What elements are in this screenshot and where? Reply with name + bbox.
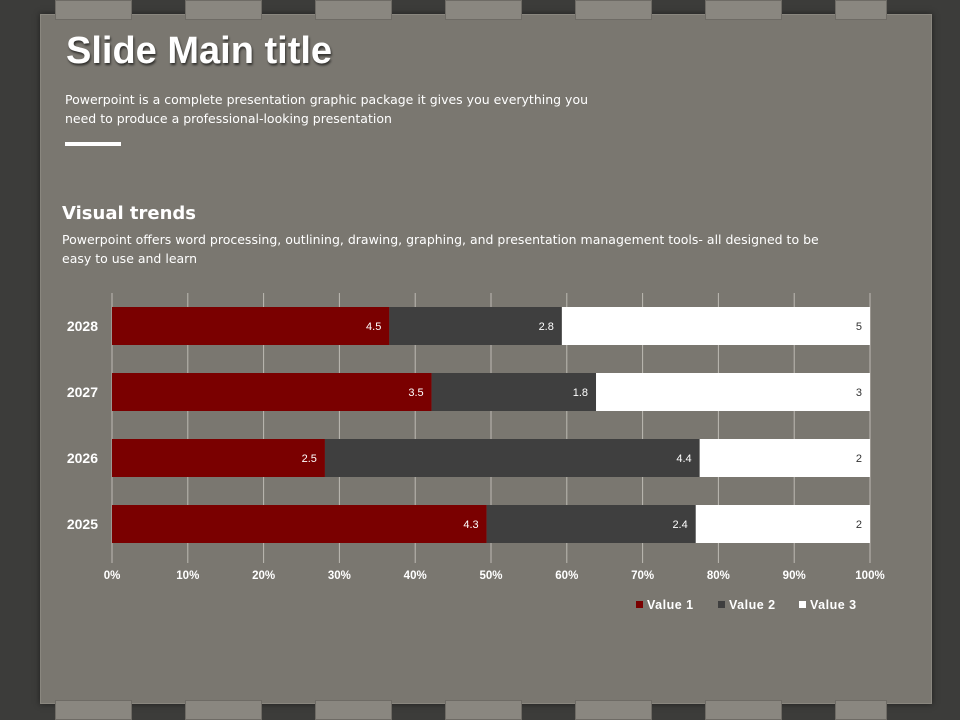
data-label: 2.5 (302, 453, 317, 465)
frame-tab (445, 0, 522, 20)
legend-swatch (718, 601, 725, 608)
x-tick-label: 40% (404, 570, 427, 582)
frame-tab (315, 0, 392, 20)
frame-tab (835, 0, 887, 20)
data-label: 2 (856, 519, 862, 531)
bar-segment (431, 373, 597, 411)
frame-tab (55, 0, 132, 20)
data-label: 4.5 (366, 321, 381, 333)
bar-segment (112, 439, 325, 477)
section-description: Powerpoint offers word processing, outli… (62, 232, 819, 266)
frame-tab (705, 0, 782, 20)
slide-title: Slide Main title (66, 30, 333, 72)
data-label: 2.8 (539, 321, 554, 333)
slide-subtitle: Powerpoint is a complete presentation gr… (65, 92, 589, 126)
x-tick-label: 80% (707, 570, 730, 582)
x-tick-label: 0% (104, 570, 121, 582)
data-label: 5 (856, 321, 862, 333)
legend-label: Value 1 (647, 598, 694, 612)
data-label: 2.4 (672, 519, 687, 531)
bar-segment (112, 505, 487, 543)
frame-tab (575, 0, 652, 20)
bar-segment (596, 373, 870, 411)
category-label: 2026 (67, 450, 98, 466)
legend-swatch (799, 601, 806, 608)
category-label: 2028 (67, 318, 98, 334)
bar-segment (389, 307, 562, 345)
x-tick-label: 90% (783, 570, 806, 582)
legend-label: Value 2 (729, 598, 776, 612)
x-tick-label: 20% (252, 570, 275, 582)
bar-segment (324, 439, 700, 477)
legend-swatch (636, 601, 643, 608)
bar-segment (695, 505, 870, 543)
category-label: 2027 (67, 384, 98, 400)
bar-segment (699, 439, 870, 477)
x-tick-label: 30% (328, 570, 351, 582)
x-tick-label: 50% (479, 570, 502, 582)
section-title: Visual trends (62, 203, 196, 224)
data-label: 3.5 (408, 387, 423, 399)
data-label: 4.4 (676, 453, 691, 465)
x-tick-label: 10% (176, 570, 199, 582)
x-tick-label: 100% (855, 570, 884, 582)
data-label: 2 (856, 453, 862, 465)
x-tick-label: 70% (631, 570, 654, 582)
legend-label: Value 3 (810, 598, 857, 612)
data-label: 3 (856, 387, 862, 399)
data-label: 1.8 (573, 387, 588, 399)
x-tick-label: 60% (555, 570, 578, 582)
bar-segment (112, 373, 432, 411)
bar-segment (561, 307, 870, 345)
bar-segment (486, 505, 696, 543)
title-accent-line (65, 142, 121, 146)
data-label: 4.3 (463, 519, 478, 531)
bar-segment (112, 307, 390, 345)
frame-tab (185, 0, 262, 20)
slide-frame (40, 14, 932, 704)
category-label: 2025 (67, 516, 98, 532)
